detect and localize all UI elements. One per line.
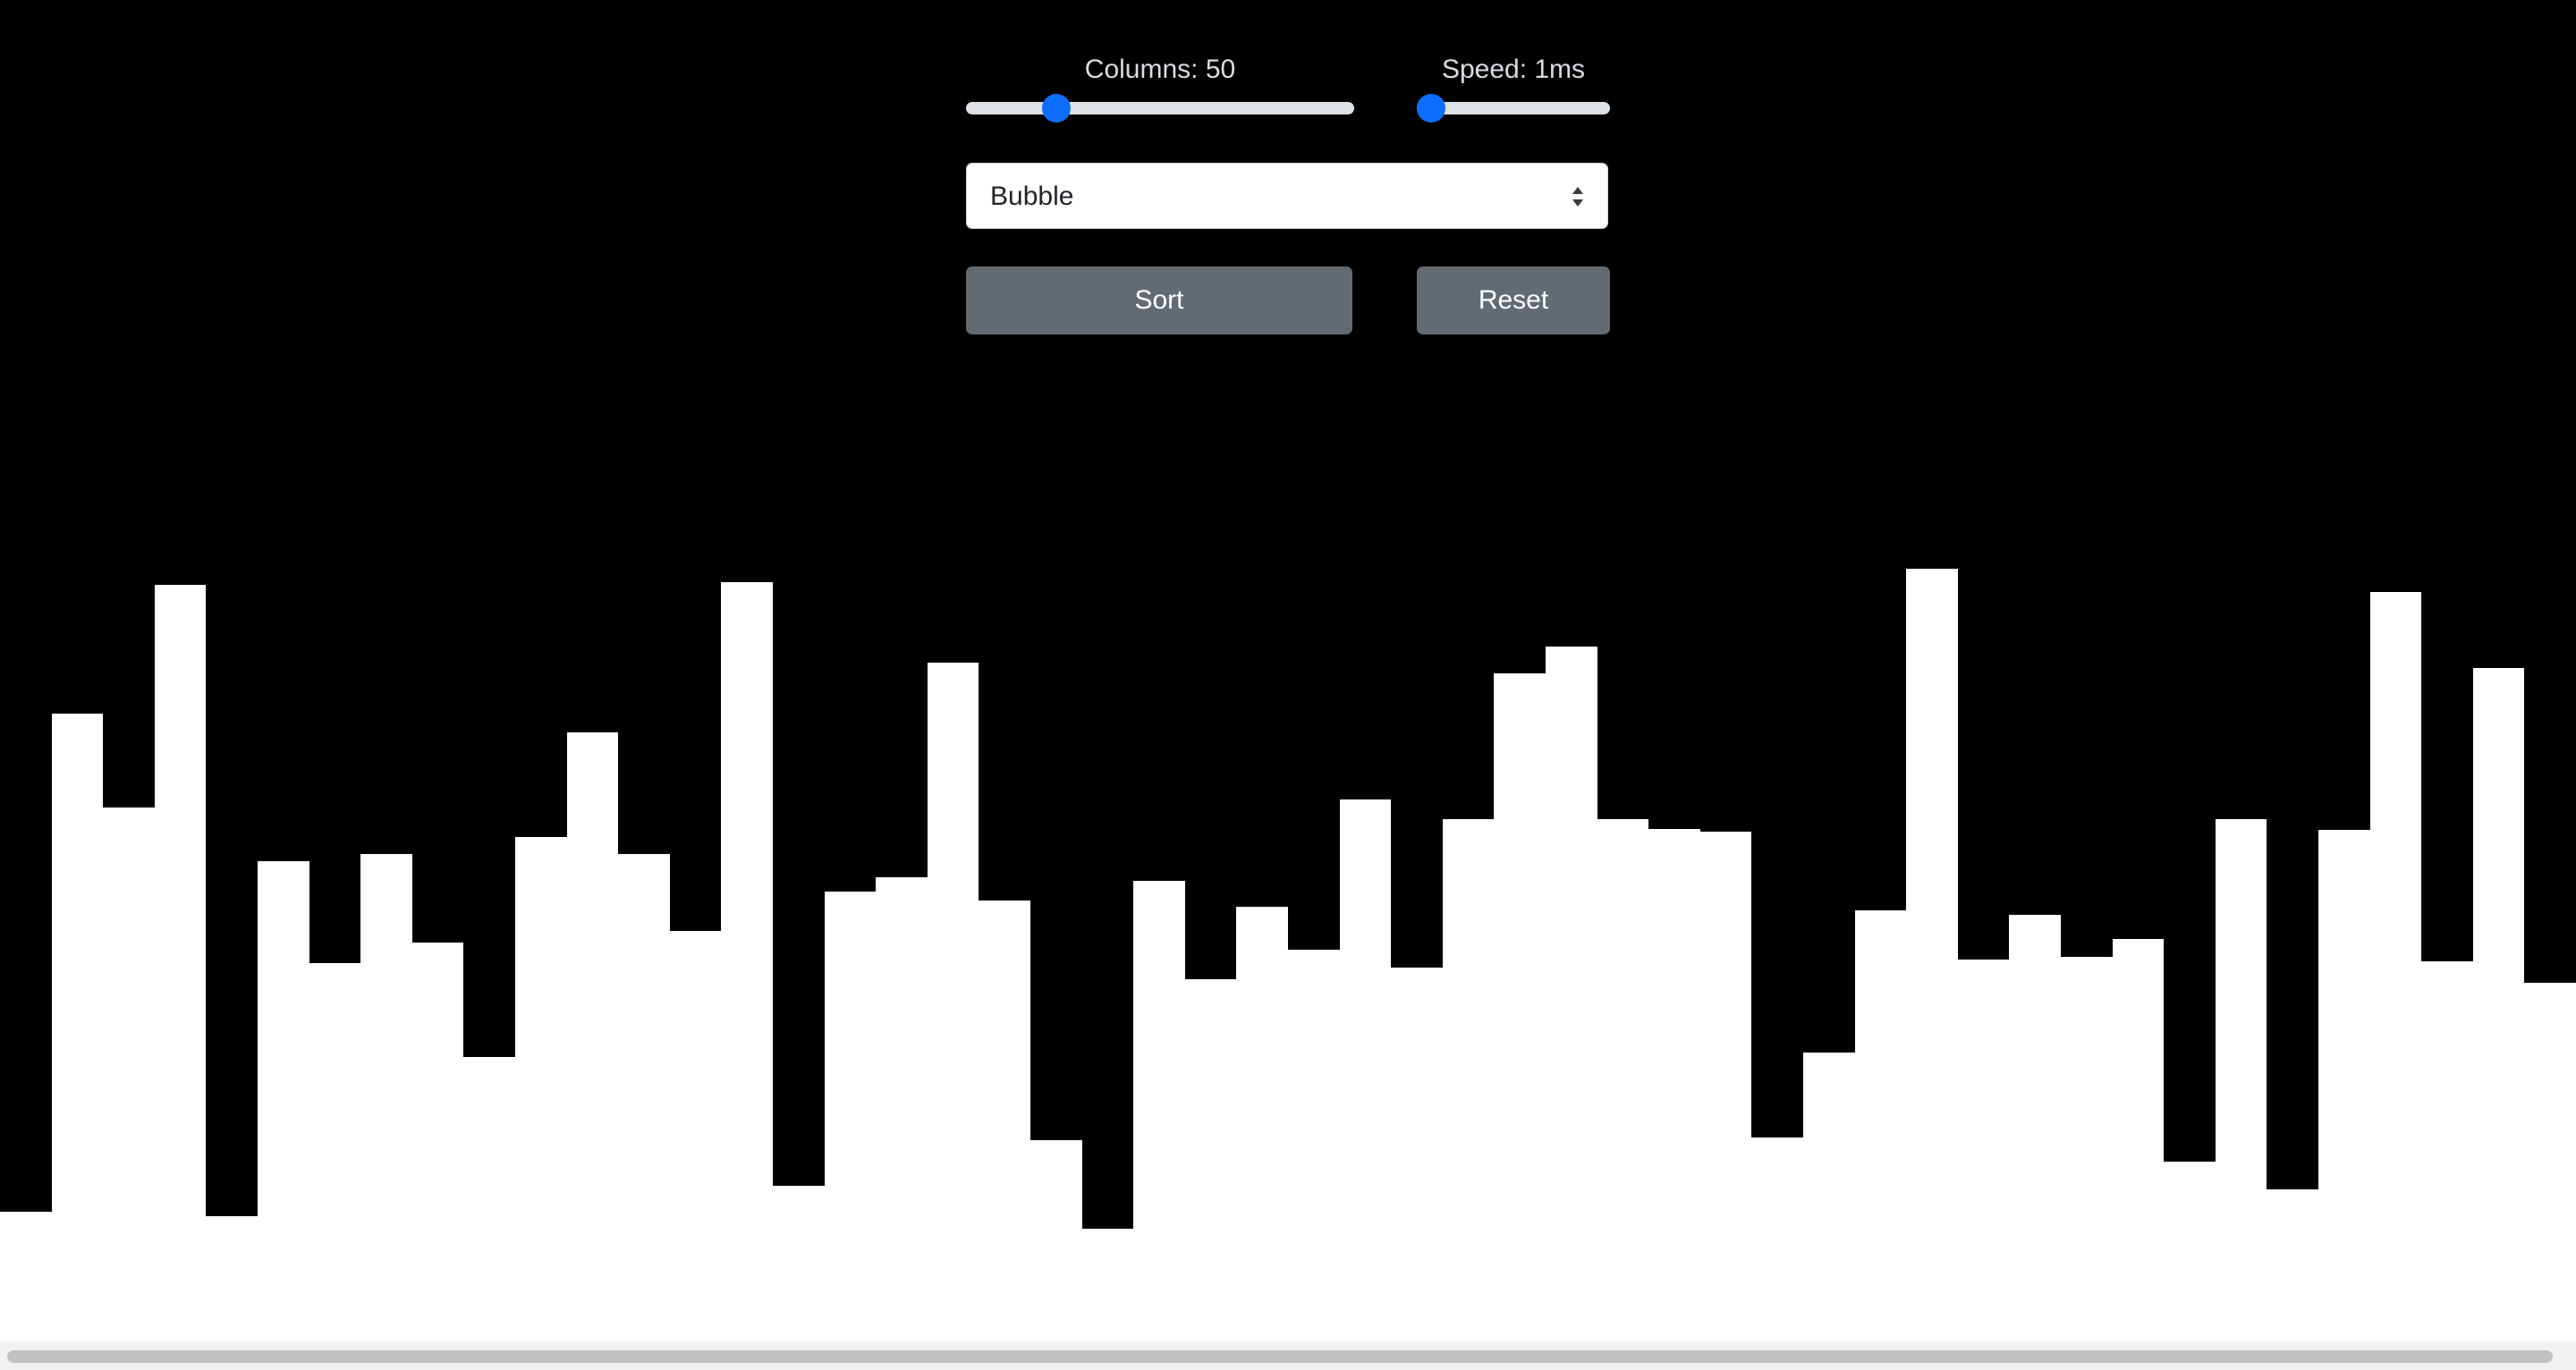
speed-slider-thumb[interactable] xyxy=(1417,94,1445,123)
algorithm-select-value: Bubble xyxy=(990,182,1074,211)
select-arrows-icon xyxy=(1572,187,1583,207)
bar xyxy=(1855,910,1906,1341)
sort-button[interactable]: Sort xyxy=(966,266,1352,334)
bar xyxy=(1803,1053,1855,1341)
bar xyxy=(567,732,618,1341)
columns-slider-thumb[interactable] xyxy=(1041,94,1071,123)
columns-slider-group: Columns: 50 xyxy=(966,50,1354,123)
bar xyxy=(2009,915,2061,1341)
bar xyxy=(721,582,773,1341)
bar xyxy=(515,837,567,1341)
bar xyxy=(1958,960,2009,1341)
bar xyxy=(2318,830,2370,1341)
bar-chart xyxy=(0,569,2576,1341)
bar xyxy=(1133,881,1185,1341)
bar xyxy=(2473,668,2524,1341)
bar xyxy=(2524,983,2576,1341)
bar xyxy=(2216,819,2267,1341)
bar xyxy=(206,1216,258,1341)
bar xyxy=(1185,979,1236,1341)
bar xyxy=(412,943,463,1341)
horizontal-scrollbar-thumb[interactable] xyxy=(7,1350,2553,1363)
bar xyxy=(2061,957,2113,1341)
horizontal-scrollbar[interactable] xyxy=(0,1341,2576,1370)
bar xyxy=(0,1212,52,1341)
bar xyxy=(1494,673,1546,1341)
bar xyxy=(1340,799,1391,1341)
bar xyxy=(103,808,155,1341)
bar xyxy=(360,854,412,1341)
bar xyxy=(2267,1189,2318,1341)
bar xyxy=(1700,832,1751,1341)
bar xyxy=(1288,950,1340,1341)
bar xyxy=(928,663,979,1341)
bar xyxy=(670,931,721,1341)
bar xyxy=(1236,907,1288,1341)
bar xyxy=(979,901,1030,1341)
bar xyxy=(825,892,876,1341)
bar xyxy=(1030,1140,1082,1341)
bar xyxy=(1597,819,1648,1341)
bar xyxy=(2421,961,2473,1341)
bar xyxy=(1082,1229,1133,1341)
bar xyxy=(1443,819,1494,1341)
bar xyxy=(1751,1137,1803,1341)
bar xyxy=(1648,829,1700,1341)
bar xyxy=(155,585,206,1341)
bar xyxy=(309,963,360,1341)
bar xyxy=(2370,592,2421,1341)
speed-slider[interactable] xyxy=(1417,94,1610,123)
speed-slider-group: Speed: 1ms xyxy=(1417,50,1610,123)
bar xyxy=(52,714,103,1341)
columns-label: Columns: 50 xyxy=(1084,55,1236,84)
speed-label: Speed: 1ms xyxy=(1441,55,1586,84)
bar xyxy=(1546,647,1597,1341)
columns-slider[interactable] xyxy=(966,94,1354,123)
reset-button[interactable]: Reset xyxy=(1417,266,1610,334)
bar xyxy=(1391,968,1443,1341)
bar xyxy=(773,1186,825,1341)
bar xyxy=(2164,1162,2216,1341)
bar xyxy=(258,861,309,1341)
bar xyxy=(1906,569,1958,1341)
bar xyxy=(463,1057,515,1341)
bar xyxy=(2113,939,2164,1341)
bar xyxy=(618,854,670,1341)
algorithm-select[interactable]: Bubble xyxy=(966,163,1608,229)
bar xyxy=(876,877,928,1341)
